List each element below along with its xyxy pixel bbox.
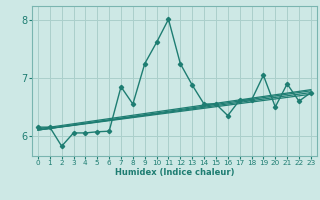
X-axis label: Humidex (Indice chaleur): Humidex (Indice chaleur) bbox=[115, 168, 234, 177]
